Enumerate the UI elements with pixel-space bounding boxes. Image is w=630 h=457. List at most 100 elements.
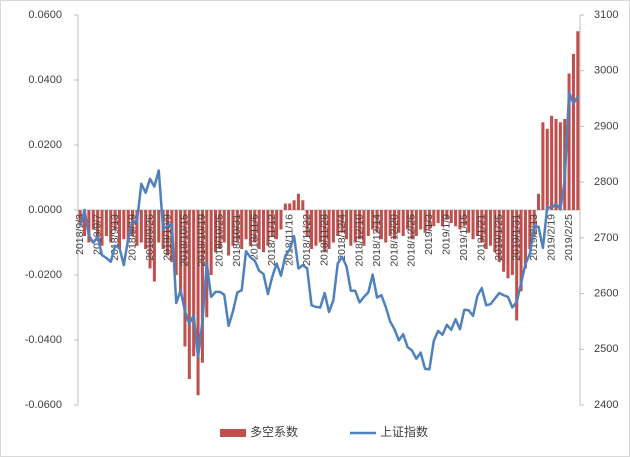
bar [213,210,218,253]
x-tick-label: 2018/11/6 [249,214,261,260]
bar [144,210,148,249]
bar [358,210,362,240]
y2-tick-label: 2500 [594,343,618,355]
x-tick-label: 2018/11/28 [318,214,330,266]
bar [117,210,121,249]
bar [475,210,479,236]
bar [401,210,405,236]
bar [519,210,523,292]
x-tick-label: 2019/1/25 [493,214,505,261]
bar [576,31,580,210]
bar [218,210,222,249]
bar [384,210,388,243]
bar [253,210,257,243]
bar [148,210,152,269]
y-tick-label: 0.0000 [28,204,62,216]
bar [87,210,91,243]
y2-tick-label: 2700 [594,232,618,244]
legend-label: 上证指数 [380,424,428,439]
bar [165,210,170,256]
line [78,91,579,371]
x-tick-label: 2018/12/26 [406,214,418,267]
bar [397,210,401,233]
x-tick-label: 2019/1/9 [441,214,453,255]
bar [331,210,335,243]
bar [375,210,379,233]
bar [532,210,536,236]
bar [432,210,436,227]
bar [231,210,235,246]
bar [449,210,453,223]
bar [366,210,370,236]
x-tick-label: 2018/9/19 [126,214,138,261]
bar [222,210,226,243]
y2-tick-label: 3100 [594,9,618,21]
bar [528,210,532,249]
bar [122,210,126,240]
bar [152,210,156,282]
bar [462,210,466,227]
x-tick-label: 2018/11/22 [301,214,313,266]
x-tick-label: 2018/9/26 [144,214,156,261]
bar [427,210,431,230]
x-tick-label: 2018/12/10 [353,214,365,267]
x-tick-label: 2018/9/3 [74,214,86,255]
y-tick-label: 0.0400 [28,74,62,86]
bar [344,210,348,240]
bar [270,210,274,236]
bar [515,210,519,321]
bar [83,210,87,236]
bar [484,210,488,249]
bar [96,210,100,240]
y-tick-label: 0.0600 [28,9,62,21]
bar [506,210,510,279]
bar [235,210,239,243]
x-tick-label: 2018/9/13 [109,214,121,261]
bar [275,210,279,240]
bar [571,54,575,210]
bar [567,73,571,210]
bar [454,210,458,227]
x-tick-label: 2019/1/21 [476,214,488,261]
bar [139,210,143,243]
bar [493,210,497,253]
bar [488,210,493,246]
bar [257,210,261,249]
bar [414,210,418,236]
bar [301,200,305,210]
bar [410,210,414,240]
bar [174,210,178,275]
bar [423,210,427,233]
bar [292,200,296,210]
bar [440,210,445,227]
x-tick-label: 2018/10/25 [214,214,226,267]
bar [471,210,475,240]
bar [78,210,82,223]
x-tick-label: 2019/1/15 [458,214,470,261]
x-tick-label: 2019/1/31 [510,214,522,261]
bar [135,210,139,246]
bar [336,210,340,236]
bar [392,210,397,240]
x-tick-label: 2018/10/31 [231,214,243,267]
y2-tick-label: 2400 [594,399,618,411]
x-tick-label: 2018/10/15 [179,214,191,267]
bar [550,115,554,210]
bar [436,210,440,223]
x-tick-label: 2019/1/3 [423,214,435,255]
bar [104,210,108,236]
y-tick-label: 0.0200 [28,139,62,151]
bar [388,210,392,236]
bar [183,210,187,347]
bar [480,210,484,243]
bar [510,210,514,275]
bar [558,122,562,210]
bar [305,210,309,236]
bar [283,203,287,210]
y-tick-label: -0.0400 [25,334,62,346]
bar [406,210,410,230]
bar [379,210,383,240]
bar [248,210,252,246]
bar [554,119,558,210]
x-tick-label: 2018/12/14 [371,214,383,267]
